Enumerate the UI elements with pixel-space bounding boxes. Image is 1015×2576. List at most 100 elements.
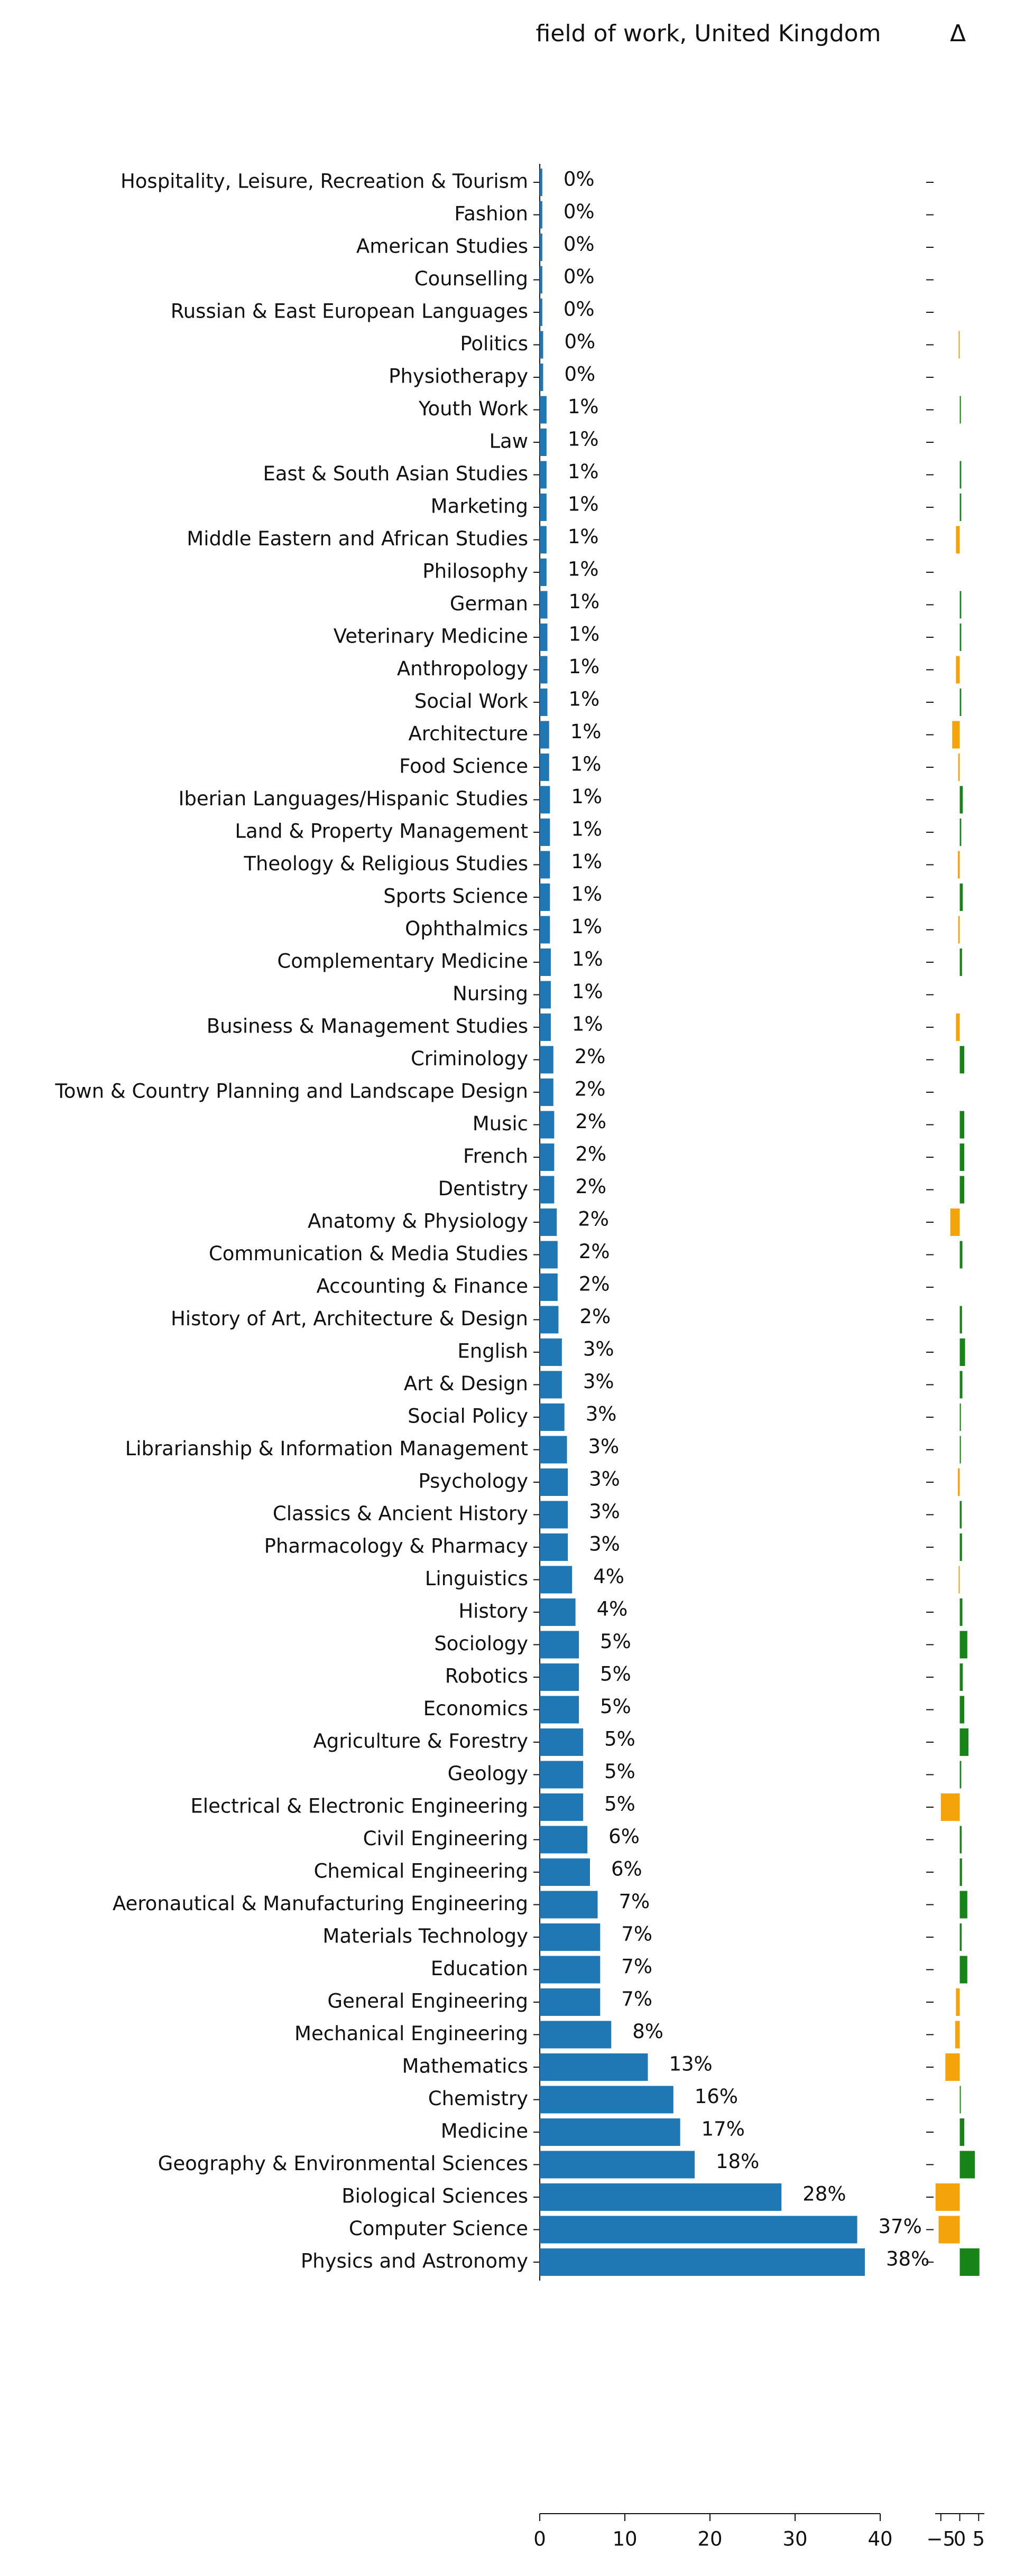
delta-bar — [959, 1111, 965, 1139]
delta-bar — [959, 1858, 962, 1886]
delta-bar — [959, 461, 962, 489]
delta-bar — [959, 1598, 963, 1626]
category-label: Theology & Religious Studies — [243, 852, 528, 875]
category-label: English — [457, 1340, 528, 1363]
delta-x-tick-label: 0 — [954, 2528, 966, 2551]
bar — [540, 1891, 598, 1919]
delta-bar — [959, 1371, 963, 1399]
value-label: 1% — [568, 460, 599, 483]
bar — [540, 1371, 562, 1399]
bar — [540, 689, 548, 716]
value-label: 0% — [564, 233, 595, 256]
category-label: Chemistry — [428, 2087, 528, 2110]
bar — [540, 2118, 680, 2146]
category-label: Physiotherapy — [389, 365, 528, 388]
bar — [540, 461, 547, 489]
delta-bar — [945, 2053, 960, 2081]
category-label: Russian & East European Languages — [171, 300, 528, 323]
value-label: 0% — [564, 200, 595, 223]
category-label: Mathematics — [402, 2055, 528, 2078]
value-label: 1% — [568, 428, 599, 451]
value-label: 1% — [572, 948, 603, 971]
bar — [540, 1273, 558, 1301]
delta-bar — [957, 851, 960, 879]
bar — [540, 1988, 601, 2016]
category-label: Politics — [460, 332, 528, 355]
category-label: History of Art, Architecture & Design — [171, 1307, 528, 1330]
value-label: 1% — [572, 980, 603, 1003]
category-label: Geology — [448, 1762, 528, 1785]
value-label: 4% — [597, 1598, 628, 1621]
bar — [540, 1208, 557, 1236]
delta-bar — [959, 1631, 967, 1659]
delta-bar — [956, 1988, 960, 2016]
bar — [540, 2053, 648, 2081]
value-label: 3% — [588, 1435, 620, 1458]
delta-bar — [938, 2216, 960, 2244]
value-label: 2% — [575, 1110, 606, 1133]
value-label: 0% — [564, 168, 595, 191]
category-label: Sociology — [434, 1632, 528, 1655]
value-label: 38% — [886, 2248, 929, 2271]
bar — [540, 494, 547, 521]
delta-bar — [958, 916, 960, 944]
value-label: 1% — [568, 688, 599, 711]
value-label: 6% — [608, 1825, 640, 1848]
delta-bar — [959, 1761, 962, 1789]
value-label: 2% — [575, 1078, 606, 1101]
delta-bar — [956, 656, 960, 684]
category-label: Fashion — [454, 202, 528, 225]
delta-bar — [959, 1436, 961, 1464]
delta-bar — [958, 754, 960, 781]
bar — [540, 1013, 551, 1041]
category-label: East & South Asian Studies — [263, 462, 528, 485]
bar — [540, 884, 550, 911]
category-label: Marketing — [431, 495, 528, 518]
value-label: 2% — [578, 1208, 609, 1231]
delta-bar — [959, 1501, 962, 1529]
delta-bar — [959, 948, 962, 976]
delta-bar — [958, 331, 960, 359]
category-label: French — [463, 1145, 528, 1168]
category-label: Economics — [423, 1697, 528, 1720]
delta-bar — [959, 1956, 967, 1984]
value-label: 1% — [571, 850, 602, 873]
category-label: Architecture — [408, 722, 528, 745]
bar — [540, 429, 547, 456]
delta-bar — [959, 2118, 965, 2146]
value-label: 6% — [611, 1858, 642, 1881]
bar — [540, 1046, 553, 1074]
bar — [540, 2086, 673, 2114]
value-label: 2% — [575, 1143, 606, 1166]
bar — [540, 2021, 612, 2049]
delta-bar — [958, 1566, 960, 1594]
value-label: 1% — [570, 753, 602, 776]
bar — [540, 1858, 590, 1886]
delta-bar — [959, 1176, 965, 1204]
bar — [540, 981, 551, 1009]
delta-bar — [959, 1143, 965, 1171]
bar — [540, 169, 542, 196]
category-label: Chemical Engineering — [314, 1860, 528, 1883]
bar — [540, 656, 548, 684]
bar — [540, 1663, 579, 1691]
delta-bar — [959, 494, 962, 521]
category-label: Librarianship & Information Management — [125, 1437, 528, 1460]
bar — [540, 2216, 857, 2244]
delta-bar — [959, 1046, 965, 1074]
category-label: Social Policy — [408, 1405, 528, 1428]
value-label: 2% — [579, 1273, 610, 1296]
category-label: Classics & Ancient History — [273, 1502, 528, 1525]
category-label: Iberian Languages/Hispanic Studies — [178, 787, 528, 810]
delta-x-tick-label: 5 — [972, 2528, 985, 2551]
category-label: Education — [431, 1957, 528, 1980]
category-label: Criminology — [411, 1047, 528, 1070]
category-label: Veterinary Medicine — [334, 625, 528, 648]
category-label: Mechanical Engineering — [294, 2022, 528, 2045]
delta-bar — [959, 689, 962, 716]
delta-bar — [959, 1241, 963, 1269]
bar — [540, 2183, 782, 2211]
category-label: Pharmacology & Pharmacy — [264, 1535, 528, 1558]
bar — [540, 1143, 555, 1171]
